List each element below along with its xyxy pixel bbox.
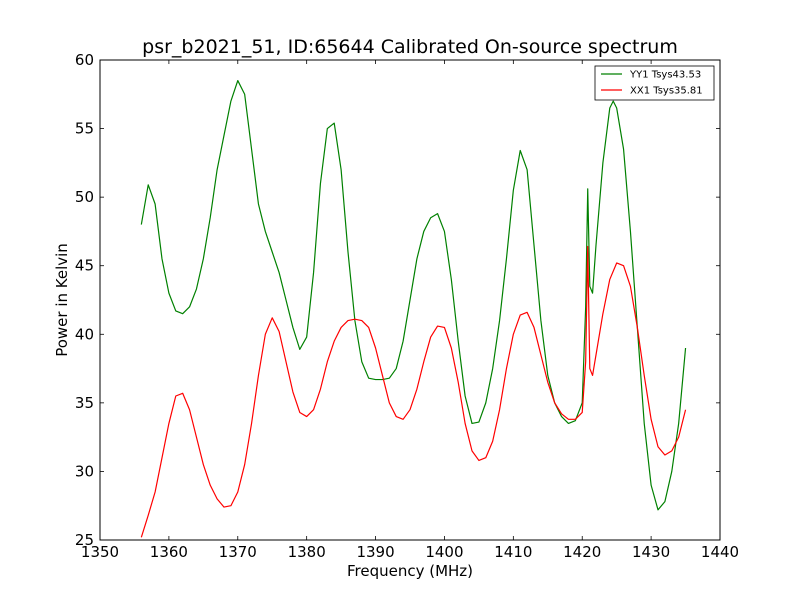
- series-line-2: [140, 245, 687, 538]
- x-axis-label: Frequency (MHz): [347, 562, 473, 580]
- series-line-1: [140, 79, 687, 511]
- legend-label-2: XX1 Tsys35.81: [630, 86, 703, 97]
- y-tick-label: 25: [75, 531, 94, 549]
- y-tick-label: 60: [75, 51, 94, 69]
- plot-area-frame: [99, 59, 721, 541]
- y-tick-label: 30: [75, 462, 94, 480]
- x-tick-label: 1350: [81, 543, 119, 561]
- x-tick-label: 1380: [288, 543, 326, 561]
- y-tick-label: 35: [75, 394, 94, 412]
- y-tick-label: 50: [75, 188, 94, 206]
- x-tick-label: 1430: [632, 543, 670, 561]
- legend-label-1: YY1 Tsys43.53: [629, 70, 701, 81]
- y-tick-label: 55: [75, 120, 94, 138]
- y-tick-label: 40: [75, 325, 94, 343]
- x-tick-label: 1370: [219, 543, 257, 561]
- x-tick-label: 1440: [701, 543, 739, 561]
- x-tick-label: 1360: [150, 543, 188, 561]
- x-tick-label: 1410: [494, 543, 532, 561]
- x-tick-label: 1400: [425, 543, 463, 561]
- y-axis-label: Power in Kelvin: [53, 243, 71, 357]
- legend-box: [594, 65, 715, 101]
- tick-layer: 1350 1360 1370 1380 1390 1400 1410 1420 1430 1440…: [75, 51, 739, 561]
- y-tick-label: 45: [75, 257, 94, 275]
- x-tick-label: 1420: [563, 543, 601, 561]
- x-tick-label: 1390: [356, 543, 394, 561]
- legend: YY1 Tsys43.53 XX1 Tsys35.81: [594, 65, 715, 101]
- series-layer: [140, 79, 687, 538]
- chart-title: psr_b2021_51, ID:65644 Calibrated On-sou…: [142, 36, 678, 58]
